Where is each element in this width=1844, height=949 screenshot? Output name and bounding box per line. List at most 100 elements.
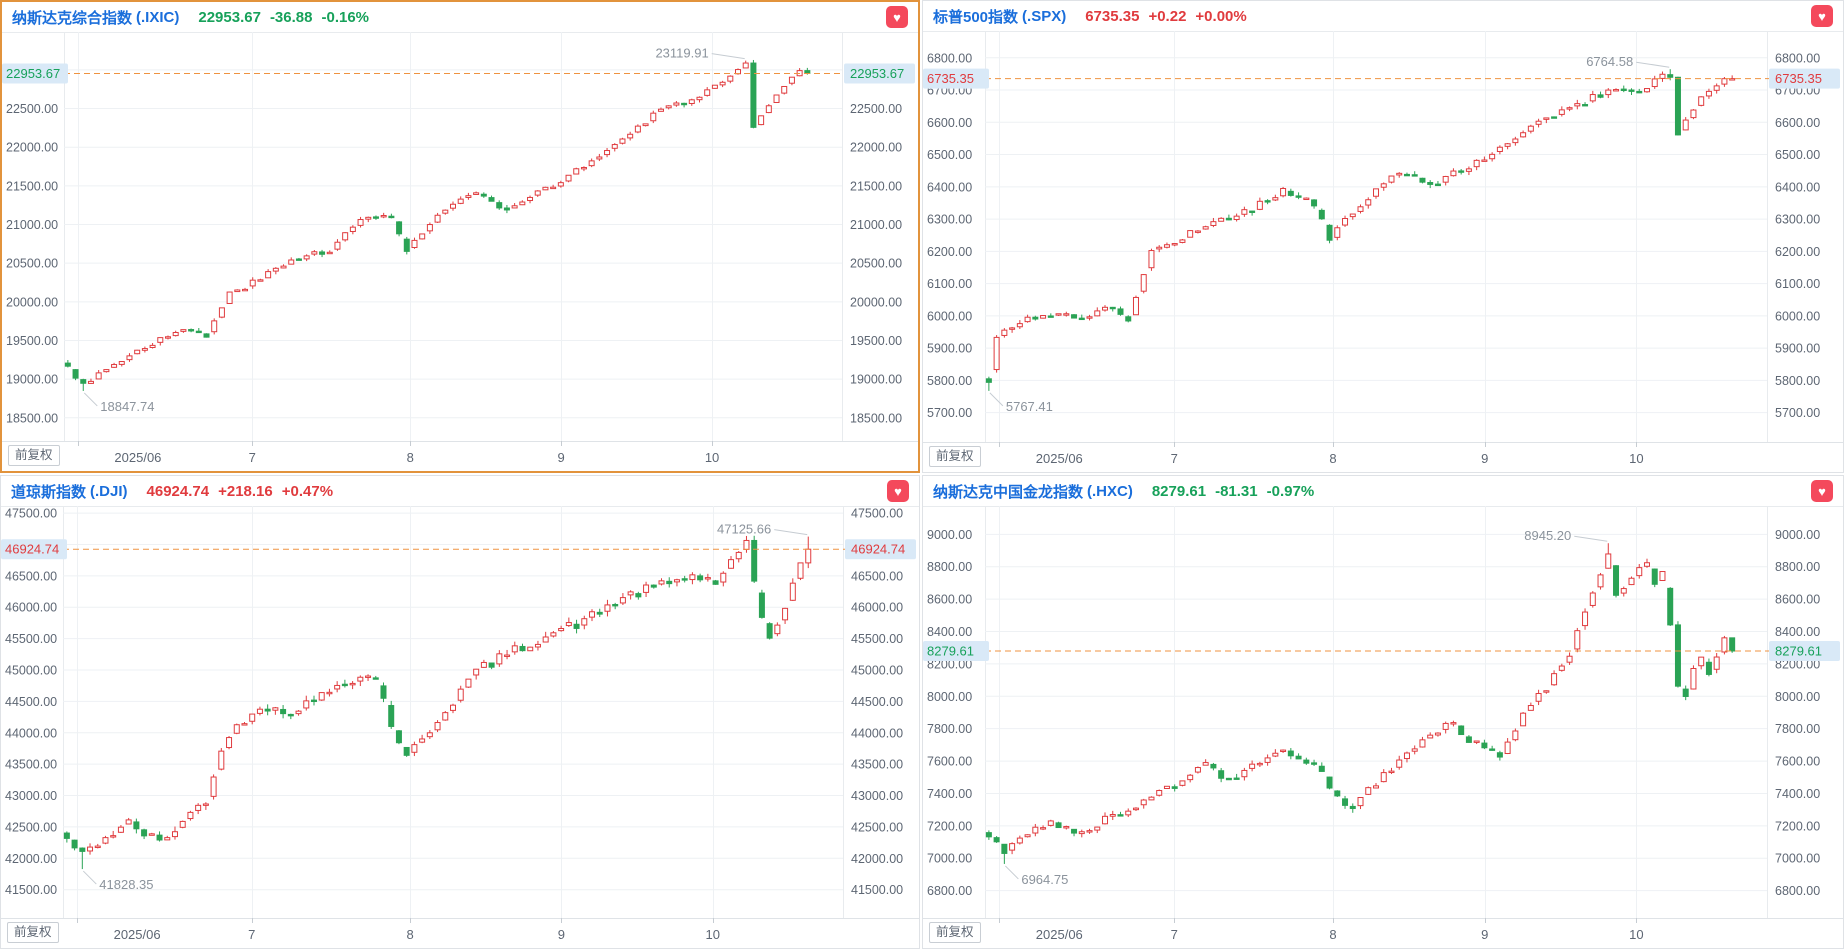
y-axis-label: 46500.00 [5,569,57,583]
candle [1187,230,1194,238]
candle [288,259,295,265]
y-axis-label: 21000.00 [850,218,902,232]
y-axis-label: 5900.00 [1775,342,1820,356]
candle [1295,755,1302,760]
candle [596,611,603,615]
candlestick-series [63,535,812,870]
candle [985,378,992,383]
candle [1125,810,1132,816]
candle [666,580,673,585]
x-axis-label: 10 [1629,451,1643,466]
adjust-mode-button[interactable]: 前复权 [929,446,981,467]
candle [1311,762,1318,765]
x-axis-label: 7 [248,927,255,942]
y-axis-label: 20000.00 [850,295,902,309]
index-code: (.IXIC) [136,8,180,26]
candle [64,362,71,367]
candle [1249,763,1256,769]
y-axis-label: 6100.00 [927,277,972,291]
y-axis-label: 7000.00 [927,852,972,866]
candlestick-chart[interactable]: 9000.00 9000.00 8800.00 8800.00 8600.00 8600.… [923,506,1843,948]
candle [1705,90,1712,97]
x-axis: 2025/06 7 8 9 10 [1036,451,1644,466]
current-price-tag: 22953.67 [6,66,60,81]
candle [743,539,750,550]
candle [72,369,79,379]
candle [1233,215,1240,221]
y-axis-label: 6400.00 [1775,180,1820,194]
candle [457,688,464,701]
candle [1636,567,1643,577]
candle [365,675,372,678]
favorite-button[interactable]: ♥ [1811,5,1833,27]
candle [1620,88,1627,92]
candle [728,559,735,569]
candle [1605,553,1612,569]
candle [249,279,256,287]
candle [164,837,171,841]
favorite-button[interactable]: ♥ [887,480,909,502]
y-axis-label: 6100.00 [1775,277,1820,291]
candle [1187,774,1194,781]
index-code: (.DJI) [90,482,128,500]
y-axis-label: 8400.00 [927,625,972,639]
candle [326,251,333,255]
candle [1403,752,1410,760]
low-annotation: 41828.35 [99,877,153,892]
candle [87,846,94,852]
candle [1349,805,1356,810]
index-change: +0.22 [1148,7,1187,25]
candle [287,713,294,717]
y-axis-label: 5700.00 [927,406,972,420]
candle [627,591,634,596]
adjust-mode-button[interactable]: 前复权 [929,922,981,943]
candlestick-chart[interactable]: 47500.0047500.0047000.0047000.0046500.00… [1,506,919,948]
favorite-button[interactable]: ♥ [1811,480,1833,502]
candle [1140,274,1147,292]
adjust-mode-button[interactable]: 前复权 [7,922,59,943]
candle [272,267,279,272]
candle [1047,315,1054,318]
candle [1520,712,1527,727]
candle [1628,89,1635,92]
heart-icon: ♥ [894,483,902,499]
candle [1365,199,1372,206]
candle [1264,757,1271,763]
candle [1256,200,1263,210]
candle [1442,722,1449,730]
y-axis-label: 6600.00 [1775,116,1820,130]
candle [488,662,495,668]
y-axis-label: 8400.00 [1775,625,1820,639]
candle [650,112,657,122]
favorite-button[interactable]: ♥ [886,6,908,28]
heart-icon: ♥ [893,9,901,25]
adjust-mode-button[interactable]: 前复权 [8,445,60,466]
high-annotation: 47125.66 [717,522,771,537]
candle [758,115,765,126]
y-axis-label: 22500.00 [6,102,58,116]
candle [71,839,78,849]
candlestick-series [985,543,1736,864]
candle [611,144,618,149]
candle [480,661,487,668]
candlestick-chart[interactable]: 23000.0023000.0022500.0022500.0022000.00… [2,32,918,471]
candle [1094,826,1101,831]
candle [681,102,688,106]
candle [1318,209,1325,220]
candle [1574,630,1581,650]
x-axis-label: 2025/06 [114,450,161,465]
candle [1458,170,1465,173]
y-axis-label: 47500.00 [5,507,57,521]
current-price-tag: 46924.74 [5,542,59,557]
y-axis-label: 6500.00 [927,148,972,162]
y-axis-label: 19500.00 [850,334,902,348]
index-change-pct: -0.16% [321,8,370,26]
candle [1326,224,1333,241]
candle [1218,770,1225,779]
candle [665,105,672,109]
candle [426,224,433,232]
index-name: 纳斯达克综合指数 [12,9,133,27]
candle [750,62,757,128]
candle [126,355,133,361]
